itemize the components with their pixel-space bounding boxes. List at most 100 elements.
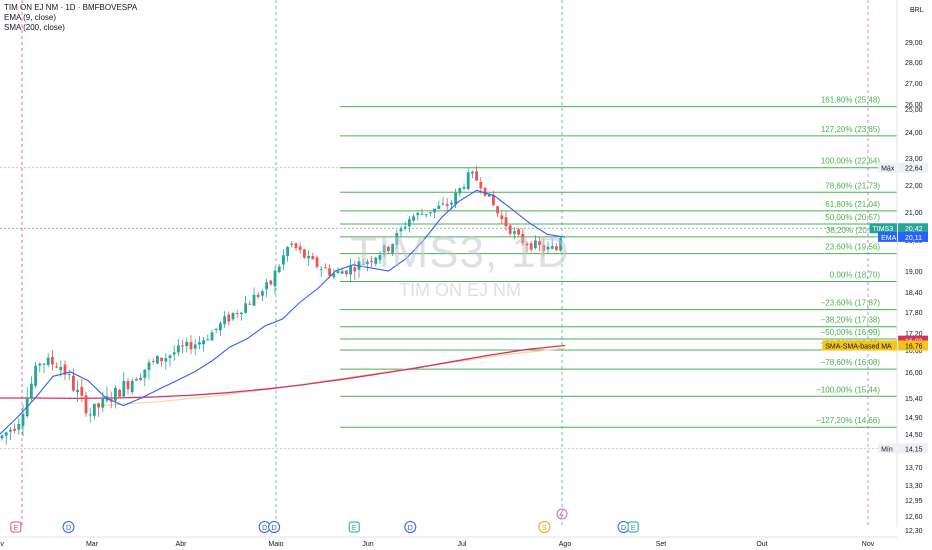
candle-body	[282, 255, 285, 265]
candle-body	[126, 381, 130, 390]
price-tick-label: 13,70	[905, 465, 923, 472]
price-tick-label: 26,00	[905, 102, 923, 109]
event-marker-letter: E	[631, 525, 636, 532]
candle-body	[244, 303, 247, 313]
price-tick-label: 21,00	[905, 210, 923, 217]
fibonacci-extension[interactable]: 161,80% (25,48) 127,20% (23,85) 100,00% (2…	[340, 96, 897, 428]
candle-body	[4, 432, 8, 436]
price-tick-label: 24,00	[905, 130, 923, 137]
event-marker-letter: D	[262, 525, 267, 532]
candle-body	[189, 342, 193, 350]
time-tick-label: Abr	[176, 541, 188, 548]
candle-body	[256, 294, 260, 297]
candle-body	[13, 428, 16, 431]
candle-body	[219, 323, 222, 331]
price-tick-label: 18,40	[905, 290, 923, 297]
price-badge-value: 16,76	[905, 343, 923, 350]
candle-body	[231, 312, 235, 320]
candle-body	[345, 270, 348, 275]
time-tick-label: Nov	[862, 541, 875, 548]
sma-indicator-label[interactable]: SMA (200, close)	[4, 23, 65, 32]
candle-body	[151, 361, 155, 363]
candle-body	[319, 268, 323, 270]
moving-averages	[0, 344, 566, 407]
candle-body	[529, 243, 533, 250]
candle-body	[361, 263, 365, 265]
price-tick-label: 14,50	[905, 432, 923, 439]
fib-level-label: −100,00% (15,44)	[816, 385, 880, 394]
candle-body	[286, 247, 289, 257]
dividend-marker	[404, 521, 417, 533]
candle-body	[445, 204, 449, 206]
candle-body	[450, 202, 453, 205]
symbol-title[interactable]: TIM ON EJ NM · 1D · BMFBOVESPA	[4, 3, 138, 12]
chart-legend[interactable]: TIM ON EJ NM · 1D · BMFBOVESPA EMA (9, c…	[4, 3, 137, 33]
event-markers[interactable]: EDDDEDSDEE	[10, 508, 932, 533]
candle-body	[466, 172, 470, 189]
time-tick-label: Jun	[362, 541, 373, 548]
candle-body	[34, 365, 37, 386]
candle-body	[97, 403, 100, 408]
candle-body	[366, 261, 369, 264]
flash-marker	[556, 508, 568, 520]
candle-body	[403, 226, 407, 229]
candle-body	[479, 182, 483, 189]
candle-body	[21, 413, 25, 427]
candle-body	[370, 261, 373, 263]
time-tick-label: Set	[656, 541, 667, 548]
candle-body	[101, 398, 105, 408]
candle-body	[483, 187, 487, 196]
fib-level-label: −23,60% (17,87)	[821, 299, 881, 308]
candle-body	[420, 213, 424, 215]
fib-level-label: −127,20% (14,66)	[816, 416, 880, 425]
candle-body	[462, 186, 466, 189]
candle-body	[172, 352, 176, 355]
fib-level-label: 100,00% (22,64)	[821, 157, 880, 166]
candle-body	[521, 233, 525, 244]
candle-body	[311, 256, 315, 260]
candle-body	[324, 267, 327, 269]
candle-body	[475, 171, 478, 181]
price-badge	[898, 223, 928, 234]
currency-label: BRL	[910, 7, 924, 14]
ema-indicator-label[interactable]: EMA (9, close)	[4, 13, 57, 22]
price-badge-tag-text: Máx	[881, 166, 895, 173]
candle-body	[72, 375, 75, 391]
price-badge-tag-text: SMA-SMA-based MA	[825, 343, 892, 350]
time-tick-label: Out	[756, 541, 767, 548]
candle-body	[252, 294, 256, 306]
candle-body	[240, 312, 243, 315]
price-tick-label: 15,40	[905, 396, 923, 403]
price-badge-tag	[878, 162, 897, 173]
candle-body	[391, 244, 394, 253]
candle-body	[487, 193, 491, 197]
price-tick-label: 23,00	[905, 156, 923, 163]
candle-body	[168, 355, 172, 358]
candle-body	[550, 246, 554, 249]
fib-level-label: 38,20% (20,11)	[826, 226, 880, 235]
candle-body	[437, 205, 441, 209]
event-marker-letter: D	[621, 525, 626, 532]
candle-body	[84, 395, 88, 414]
ema-9-line	[0, 189, 566, 435]
candle-body	[399, 228, 403, 232]
candle-body	[336, 271, 340, 274]
time-tick-label: Jul	[458, 541, 467, 548]
candle-body	[294, 243, 298, 248]
candle-body	[534, 240, 537, 249]
price-tick-label: 17,80	[905, 310, 923, 317]
fib-level-label: 127,20% (23,85)	[821, 125, 880, 134]
candle-body	[517, 229, 520, 235]
candle-body	[340, 271, 344, 274]
candle-body	[471, 171, 474, 174]
price-tick-label: 16,00	[905, 370, 923, 377]
candlesticks	[0, 165, 566, 445]
candle-body	[177, 345, 180, 353]
price-badge-tag	[869, 223, 897, 234]
candle-body	[429, 212, 432, 214]
candle-body	[185, 341, 189, 347]
time-axis[interactable]: Fev Mar Abr Maio Jun Jul Ago Set Out Nov	[0, 536, 897, 548]
event-marker-letter: S	[542, 525, 547, 532]
